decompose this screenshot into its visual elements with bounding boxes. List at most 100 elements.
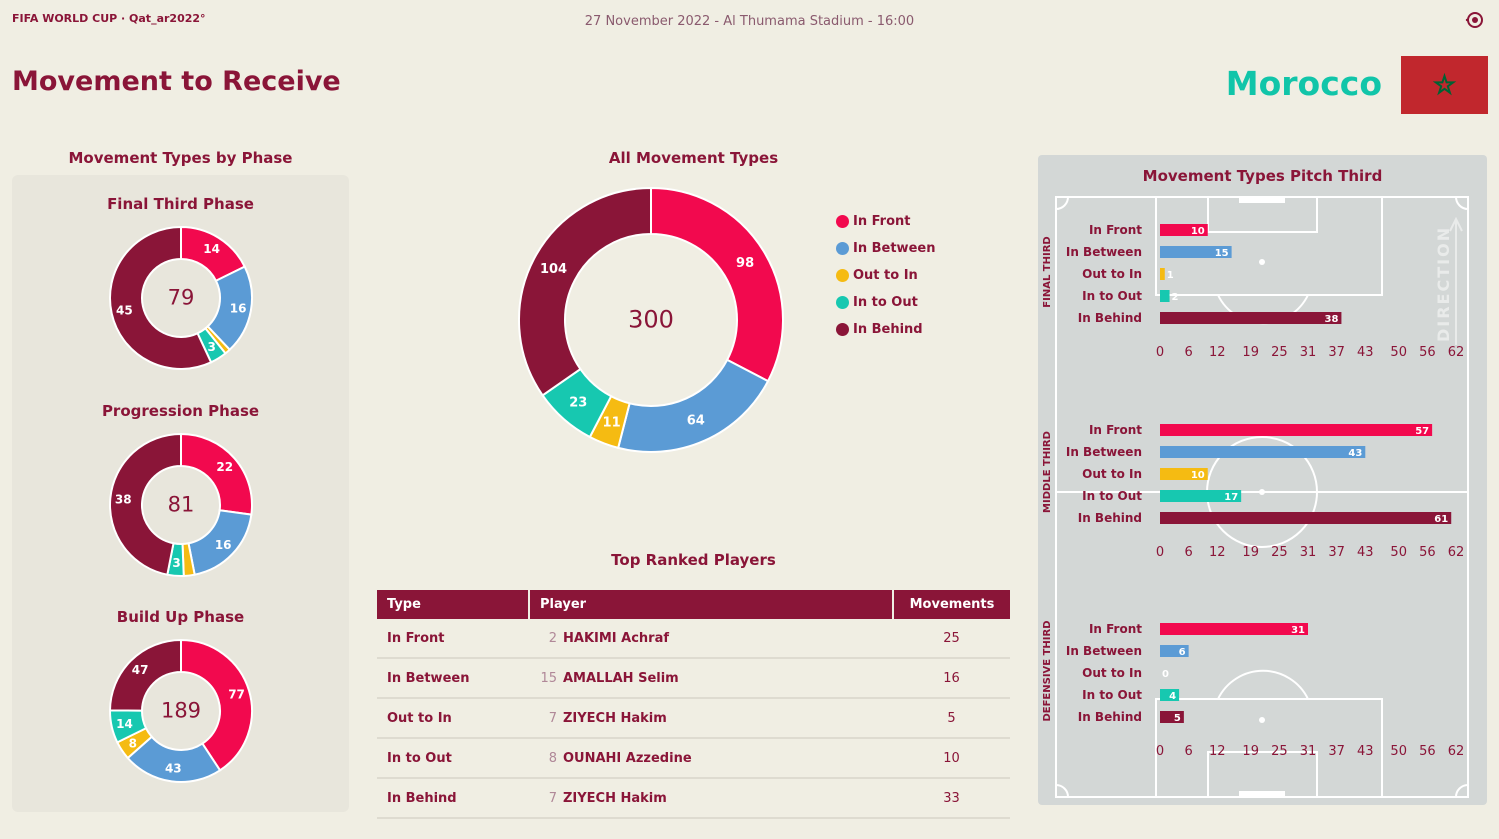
axis-tick-label: 37: [1328, 545, 1345, 560]
pitch-section-title: Movement Types Pitch Third: [1142, 167, 1383, 185]
bar-in-front: [1160, 623, 1308, 635]
bar-out-to-in: [1160, 468, 1208, 480]
build-up-phase-title: Build Up Phase: [116, 608, 245, 626]
pitch-third-title: DEFENSIVE THIRD: [1042, 620, 1053, 721]
phases-panel: [12, 175, 349, 812]
table-row: In Front 2 HAKIMI Achraf 25: [377, 619, 1010, 659]
cell-shirt-number: 8: [529, 738, 561, 779]
cell-movements: 25: [892, 619, 1010, 659]
legend-item-in-between: In Between: [836, 235, 935, 262]
column-header-movements: Movements: [892, 590, 1010, 619]
data-label: 8: [129, 736, 137, 750]
axis-tick-label: 25: [1271, 545, 1288, 560]
pentagram-star-icon: [1432, 72, 1457, 96]
category-label: In Behind: [1078, 710, 1142, 724]
axis-tick-label: 0: [1156, 345, 1164, 360]
legend-label: Out to In: [853, 268, 918, 283]
final-third-phase-donut: 14 16 3 45 79: [109, 225, 253, 370]
bar-in-between: [1160, 246, 1232, 258]
cell-movements: 16: [892, 658, 1010, 699]
category-label: In Between: [1066, 445, 1142, 459]
cell-type: In Between: [377, 658, 529, 699]
axis-tick-label: 62: [1448, 345, 1465, 360]
data-label: 16: [215, 538, 232, 552]
team-name: Morocco: [1225, 64, 1382, 103]
final-third-phase-title: Final Third Phase: [107, 195, 254, 213]
bar-in-front: [1160, 224, 1208, 236]
bar-in-to-out: [1160, 290, 1170, 302]
page-title: Movement to Receive: [12, 66, 341, 97]
axis-tick-label: 31: [1300, 744, 1317, 759]
axis-tick-label: 25: [1271, 744, 1288, 759]
donut-slice-in-behind: [109, 225, 213, 370]
data-label: 47: [132, 663, 149, 677]
cell-type: In to Out: [377, 738, 529, 779]
build-up-phase-donut: 77 43 8 14 47 189: [108, 638, 253, 783]
bar-in-to-out: [1160, 490, 1242, 502]
legend-item-out-to-in: Out to In: [836, 262, 935, 289]
bar-value-label: 61: [1434, 514, 1448, 525]
legend-label: In Front: [853, 214, 911, 229]
axis-tick-label: 6: [1185, 744, 1193, 759]
direction-label: DIRECTION: [1434, 226, 1453, 342]
data-label: 98: [736, 256, 754, 271]
axis-tick-label: 6: [1185, 545, 1193, 560]
bar-value-label: 15: [1215, 248, 1229, 259]
data-label: 64: [687, 413, 705, 428]
cell-movements: 10: [892, 738, 1010, 779]
cell-shirt-number: 7: [529, 698, 561, 739]
legend-label: In Behind: [853, 322, 923, 337]
cell-player: HAKIMI Achraf: [561, 619, 893, 659]
table-row: Out to In 7 ZIYECH Hakim 5: [377, 698, 1010, 739]
axis-tick-label: 50: [1390, 744, 1407, 759]
bottom-goal-area: [1207, 751, 1318, 798]
data-label: 3: [207, 340, 215, 354]
axis-tick-label: 31: [1300, 345, 1317, 360]
legend-item-in-behind: In Behind: [836, 316, 935, 343]
corner-arc: [1055, 196, 1069, 210]
progression-phase-donut: 22 16 3 38 81: [109, 432, 253, 577]
axis-tick-label: 56: [1419, 345, 1436, 360]
penalty-spot: [1259, 717, 1265, 723]
match-info: 27 November 2022 - Al Thumama Stadium - …: [584, 14, 915, 29]
bar-value-label: 5: [1174, 713, 1181, 724]
table-row: In Between 15 AMALLAH Selim 16: [377, 658, 1010, 699]
category-label: In Between: [1066, 644, 1142, 658]
legend-swatch: [836, 215, 849, 228]
axis-tick-label: 43: [1357, 545, 1374, 560]
donut-total: 81: [168, 492, 195, 516]
donut-slice-in-front: [180, 638, 253, 772]
bar-value-label: 43: [1348, 448, 1362, 459]
pitch-third-title: FINAL THIRD: [1042, 236, 1053, 307]
donut-slice-in-front: [180, 432, 253, 516]
bar-value-label: 4: [1169, 691, 1176, 702]
legend-label: In Between: [853, 241, 936, 256]
bar-value-label: 2: [1172, 292, 1179, 303]
all-movement-types-donut: 98 64 11 23 104 300: [518, 186, 784, 453]
bar-in-front: [1160, 424, 1433, 436]
axis-tick-label: 25: [1271, 345, 1288, 360]
pitch-third-title: MIDDLE THIRD: [1042, 431, 1053, 513]
data-label: 43: [165, 761, 182, 775]
legend-swatch: [836, 296, 849, 309]
axis-tick-label: 43: [1357, 744, 1374, 759]
bar-value-label: 17: [1224, 492, 1238, 503]
category-label: In Front: [1089, 423, 1142, 437]
bar-value-label: 38: [1324, 314, 1338, 325]
legend-swatch: [836, 323, 849, 336]
donut-slice-in-behind: [108, 638, 182, 712]
bar-in-between: [1160, 645, 1189, 657]
top-players-table: Type Player Movements In Front 2 HAKIMI …: [377, 590, 1010, 819]
legend-item-in-to-out: In to Out: [836, 289, 935, 316]
data-label: 16: [230, 301, 247, 315]
players-section-title: Top Ranked Players: [611, 551, 776, 569]
bar-value-label: 10: [1191, 226, 1205, 237]
axis-tick-label: 31: [1300, 545, 1317, 560]
bar-value-label: 1: [1167, 270, 1174, 281]
cell-shirt-number: 2: [529, 619, 561, 659]
phases-section-title: Movement Types by Phase: [68, 149, 293, 167]
axis-tick-label: 62: [1448, 545, 1465, 560]
cell-player: ZIYECH Hakim: [561, 698, 893, 739]
data-label: 104: [540, 262, 567, 277]
data-label: 23: [569, 396, 587, 411]
